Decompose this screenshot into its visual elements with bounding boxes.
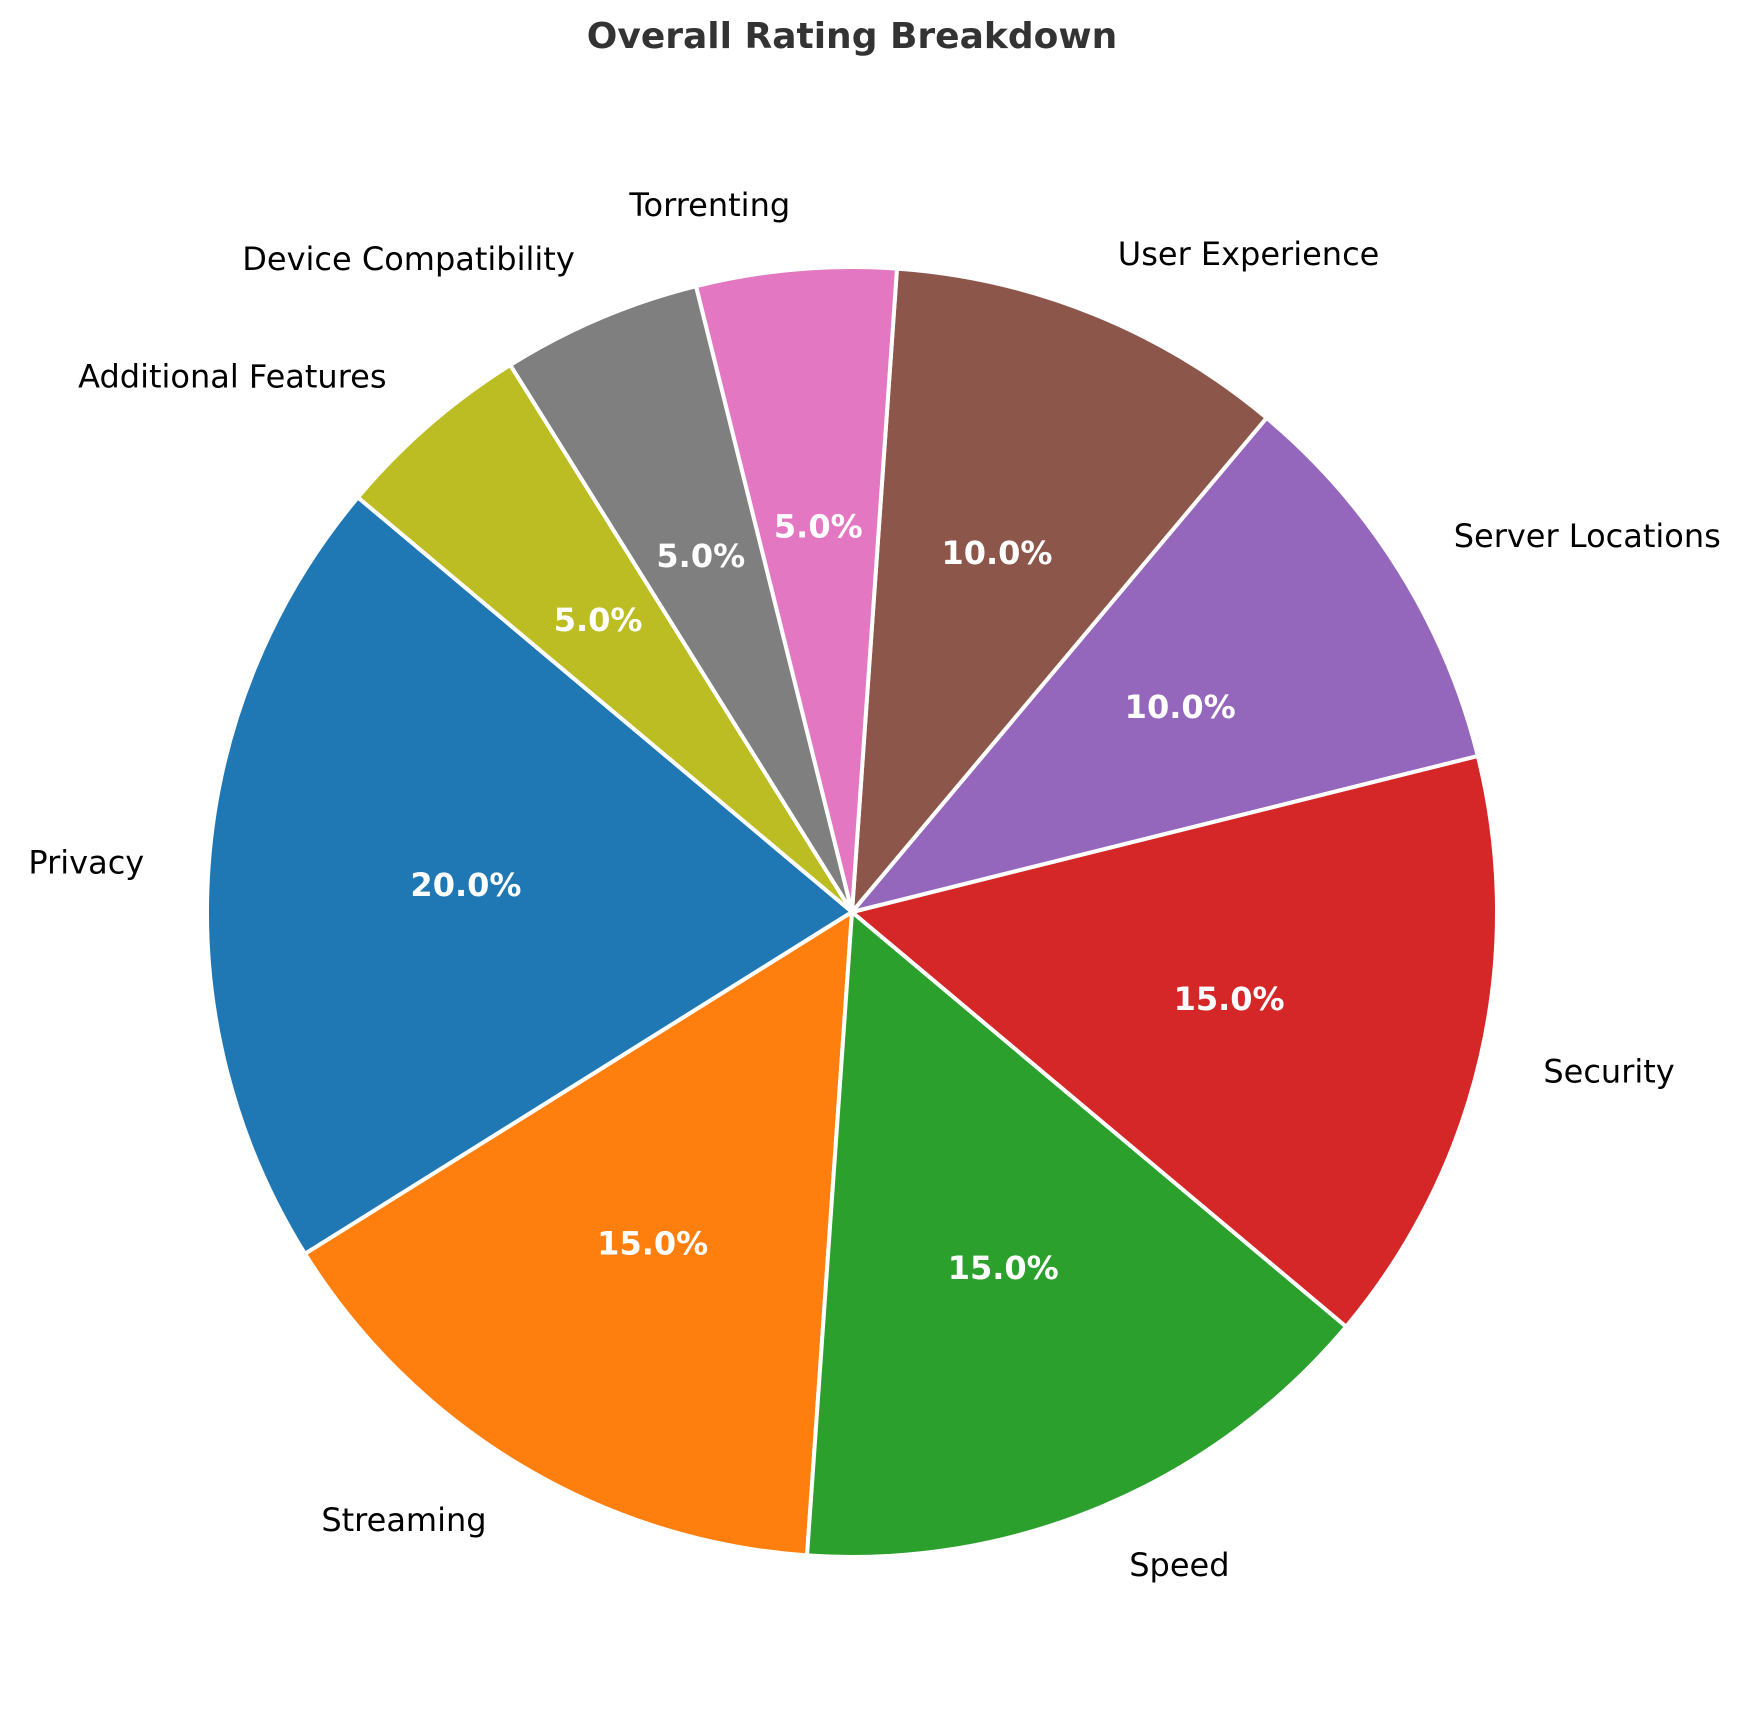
pie-slice-privacy (205, 495, 854, 1256)
pie-percent-server-locations: 10.0% (1125, 688, 1236, 726)
pie-slice-torrenting (693, 265, 899, 914)
pie-percent-labels: 20.0% 15.0% 15.0% 15.0% 10.0% 10.0% 5.0% 5.0% 5.… (410, 507, 1284, 1287)
pie-percent-additional-features: 5.0% (554, 601, 643, 639)
pie-slices (205, 265, 1499, 1559)
pie-percent-user-experience: 10.0% (941, 534, 1052, 572)
pie-percent-security: 15.0% (1174, 980, 1285, 1018)
pie-slice-server-locations (850, 415, 1480, 914)
pie-label-additional-features: Additional Features (78, 358, 386, 396)
pie-slice-streaming (303, 910, 854, 1558)
chart-title: Overall Rating Breakdown (587, 16, 1117, 57)
pie-label-streaming: Streaming (321, 1501, 486, 1539)
pie-category-labels: Privacy Streaming Speed Security Server Loca… (28, 186, 1720, 1584)
pie-slice-speed (805, 910, 1349, 1559)
pie-slice-user-experience (850, 266, 1269, 914)
pie-percent-device-compatibility: 5.0% (656, 537, 745, 575)
pie-slice-device-compatibility (508, 284, 854, 914)
pie-label-device-compatibility: Device Compatibility (242, 240, 575, 278)
pie-label-user-experience: User Experience (1118, 235, 1380, 273)
pie-percent-streaming: 15.0% (597, 1225, 708, 1263)
pie-label-torrenting: Torrenting (628, 186, 790, 224)
pie-slice-security (850, 753, 1499, 1329)
pie-percent-speed: 15.0% (948, 1249, 1059, 1287)
pie-percent-privacy: 20.0% (410, 866, 521, 904)
pie-label-privacy: Privacy (28, 844, 144, 882)
pie-label-speed: Speed (1129, 1546, 1229, 1584)
pie-slice-additional-features (355, 363, 854, 914)
pie-label-server-locations: Server Locations (1454, 517, 1721, 555)
pie-label-security: Security (1543, 1053, 1674, 1091)
pie-percent-torrenting: 5.0% (774, 507, 863, 545)
